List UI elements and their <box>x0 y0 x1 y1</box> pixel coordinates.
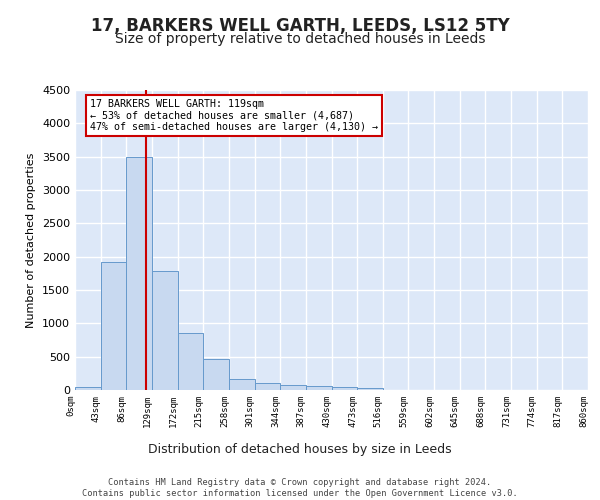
Bar <box>101 262 127 390</box>
Bar <box>75 388 101 390</box>
Text: 17, BARKERS WELL GARTH, LEEDS, LS12 5TY: 17, BARKERS WELL GARTH, LEEDS, LS12 5TY <box>91 18 509 36</box>
Bar <box>331 388 357 390</box>
Y-axis label: Number of detached properties: Number of detached properties <box>26 152 37 328</box>
Bar <box>280 386 306 390</box>
Text: Size of property relative to detached houses in Leeds: Size of property relative to detached ho… <box>115 32 485 46</box>
Bar <box>306 386 331 390</box>
Bar <box>152 270 178 390</box>
Bar <box>178 334 203 390</box>
Bar <box>229 380 254 390</box>
Bar <box>357 388 383 390</box>
Bar <box>254 384 280 390</box>
Text: Contains HM Land Registry data © Crown copyright and database right 2024.
Contai: Contains HM Land Registry data © Crown c… <box>82 478 518 498</box>
Bar <box>127 156 152 390</box>
Bar <box>203 360 229 390</box>
Text: 17 BARKERS WELL GARTH: 119sqm
← 53% of detached houses are smaller (4,687)
47% o: 17 BARKERS WELL GARTH: 119sqm ← 53% of d… <box>91 99 379 132</box>
Text: Distribution of detached houses by size in Leeds: Distribution of detached houses by size … <box>148 442 452 456</box>
